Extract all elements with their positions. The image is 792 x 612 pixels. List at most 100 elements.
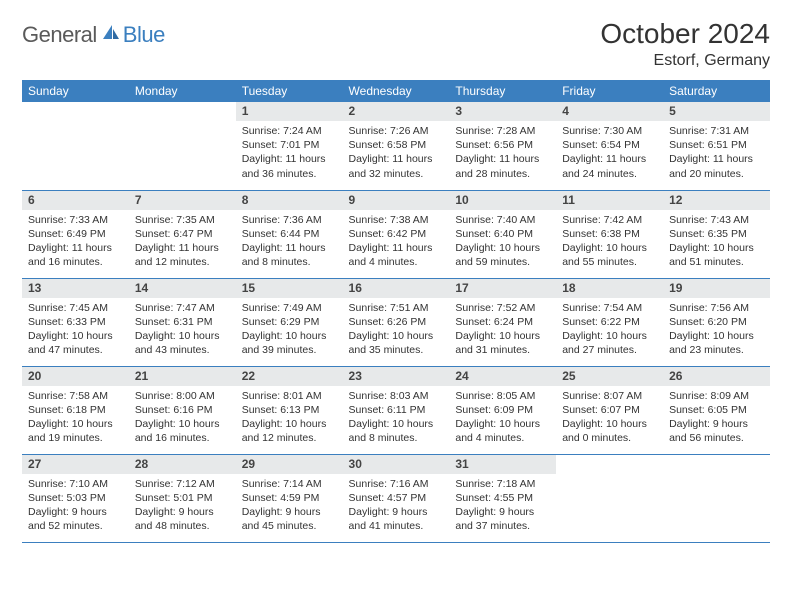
day-body: Sunrise: 8:03 AMSunset: 6:11 PMDaylight:…: [343, 386, 450, 450]
calendar-day-cell: 21Sunrise: 8:00 AMSunset: 6:16 PMDayligh…: [129, 366, 236, 454]
sunset-text: Sunset: 6:05 PM: [669, 403, 764, 417]
logo: General Blue: [22, 22, 165, 48]
calendar-day-cell: 22Sunrise: 8:01 AMSunset: 6:13 PMDayligh…: [236, 366, 343, 454]
weekday-header: Sunday: [22, 80, 129, 102]
daylight-text: Daylight: 10 hours and 27 minutes.: [562, 329, 657, 357]
day-number: 29: [236, 455, 343, 474]
day-number: 26: [663, 367, 770, 386]
sunrise-text: Sunrise: 8:09 AM: [669, 389, 764, 403]
daylight-text: Daylight: 11 hours and 32 minutes.: [349, 152, 444, 180]
sunrise-text: Sunrise: 7:45 AM: [28, 301, 123, 315]
sunrise-text: Sunrise: 7:36 AM: [242, 213, 337, 227]
day-number: 3: [449, 102, 556, 121]
daylight-text: Daylight: 10 hours and 23 minutes.: [669, 329, 764, 357]
sunset-text: Sunset: 6:44 PM: [242, 227, 337, 241]
daylight-text: Daylight: 10 hours and 59 minutes.: [455, 241, 550, 269]
calendar-day-cell: 24Sunrise: 8:05 AMSunset: 6:09 PMDayligh…: [449, 366, 556, 454]
calendar-week-row: 1Sunrise: 7:24 AMSunset: 7:01 PMDaylight…: [22, 102, 770, 190]
sunset-text: Sunset: 6:20 PM: [669, 315, 764, 329]
sunset-text: Sunset: 6:33 PM: [28, 315, 123, 329]
calendar-page: General Blue October 2024 Estorf, German…: [0, 0, 792, 612]
logo-sail-icon: [101, 23, 121, 46]
day-number: 19: [663, 279, 770, 298]
calendar-day-cell: 5Sunrise: 7:31 AMSunset: 6:51 PMDaylight…: [663, 102, 770, 190]
calendar-week-row: 27Sunrise: 7:10 AMSunset: 5:03 PMDayligh…: [22, 454, 770, 542]
day-number: 8: [236, 191, 343, 210]
daylight-text: Daylight: 10 hours and 51 minutes.: [669, 241, 764, 269]
calendar-day-cell: 16Sunrise: 7:51 AMSunset: 6:26 PMDayligh…: [343, 278, 450, 366]
sunset-text: Sunset: 6:13 PM: [242, 403, 337, 417]
weekday-header: Saturday: [663, 80, 770, 102]
daylight-text: Daylight: 10 hours and 16 minutes.: [135, 417, 230, 445]
calendar-day-cell: 26Sunrise: 8:09 AMSunset: 6:05 PMDayligh…: [663, 366, 770, 454]
day-number: 24: [449, 367, 556, 386]
sunset-text: Sunset: 4:59 PM: [242, 491, 337, 505]
daylight-text: Daylight: 11 hours and 4 minutes.: [349, 241, 444, 269]
sunrise-text: Sunrise: 7:26 AM: [349, 124, 444, 138]
day-number: 11: [556, 191, 663, 210]
sunset-text: Sunset: 6:54 PM: [562, 138, 657, 152]
day-body: Sunrise: 7:51 AMSunset: 6:26 PMDaylight:…: [343, 298, 450, 362]
calendar-day-cell: 13 Sunrise: 7:45 AMSunset: 6:33 PMDayligh…: [22, 278, 129, 366]
sunset-text: Sunset: 4:55 PM: [455, 491, 550, 505]
day-body: Sunrise: 7:18 AMSunset: 4:55 PMDaylight:…: [449, 474, 556, 538]
calendar-day-cell: 2Sunrise: 7:26 AMSunset: 6:58 PMDaylight…: [343, 102, 450, 190]
calendar-day-cell: 4Sunrise: 7:30 AMSunset: 6:54 PMDaylight…: [556, 102, 663, 190]
calendar-day-cell: [663, 454, 770, 542]
day-body: Sunrise: 7:38 AMSunset: 6:42 PMDaylight:…: [343, 210, 450, 274]
calendar-day-cell: 31Sunrise: 7:18 AMSunset: 4:55 PMDayligh…: [449, 454, 556, 542]
sunset-text: Sunset: 6:35 PM: [669, 227, 764, 241]
location-label: Estorf, Germany: [600, 52, 770, 70]
calendar-day-cell: 19Sunrise: 7:56 AMSunset: 6:20 PMDayligh…: [663, 278, 770, 366]
daylight-text: Daylight: 11 hours and 20 minutes.: [669, 152, 764, 180]
calendar-day-cell: 28Sunrise: 7:12 AMSunset: 5:01 PMDayligh…: [129, 454, 236, 542]
calendar-day-cell: 25Sunrise: 8:07 AMSunset: 6:07 PMDayligh…: [556, 366, 663, 454]
daylight-text: Daylight: 10 hours and 43 minutes.: [135, 329, 230, 357]
day-number: 13: [22, 279, 129, 298]
calendar-week-row: 13Sunrise: 7:45 AMSunset: 6:33 PMDayligh…: [22, 278, 770, 366]
sunrise-text: Sunrise: 7:58 AM: [28, 389, 123, 403]
day-number: 28: [129, 455, 236, 474]
day-number: 1: [236, 102, 343, 121]
sunrise-text: Sunrise: 7:35 AM: [135, 213, 230, 227]
sunset-text: Sunset: 6:07 PM: [562, 403, 657, 417]
day-body: Sunrise: 7:52 AMSunset: 6:24 PMDaylight:…: [449, 298, 556, 362]
calendar-day-cell: 17Sunrise: 7:52 AMSunset: 6:24 PMDayligh…: [449, 278, 556, 366]
day-body: Sunrise: 8:00 AMSunset: 6:16 PMDaylight:…: [129, 386, 236, 450]
day-body: Sunrise: 7:35 AMSunset: 6:47 PMDaylight:…: [129, 210, 236, 274]
sunset-text: Sunset: 6:11 PM: [349, 403, 444, 417]
daylight-text: Daylight: 10 hours and 12 minutes.: [242, 417, 337, 445]
day-number: 23: [343, 367, 450, 386]
sunrise-text: Sunrise: 7:28 AM: [455, 124, 550, 138]
sunrise-text: Sunrise: 7:38 AM: [349, 213, 444, 227]
daylight-text: Daylight: 11 hours and 28 minutes.: [455, 152, 550, 180]
daylight-text: Daylight: 9 hours and 41 minutes.: [349, 505, 444, 533]
daylight-text: Daylight: 11 hours and 12 minutes.: [135, 241, 230, 269]
calendar-day-cell: [556, 454, 663, 542]
day-body: Sunrise: 7:47 AMSunset: 6:31 PMDaylight:…: [129, 298, 236, 362]
daylight-text: Daylight: 9 hours and 52 minutes.: [28, 505, 123, 533]
calendar-day-cell: [22, 102, 129, 190]
sunset-text: Sunset: 6:56 PM: [455, 138, 550, 152]
sunset-text: Sunset: 6:38 PM: [562, 227, 657, 241]
calendar-day-cell: 23Sunrise: 8:03 AMSunset: 6:11 PMDayligh…: [343, 366, 450, 454]
daylight-text: Daylight: 10 hours and 39 minutes.: [242, 329, 337, 357]
sunrise-text: Sunrise: 7:49 AM: [242, 301, 337, 315]
day-number: 31: [449, 455, 556, 474]
daylight-text: Daylight: 10 hours and 8 minutes.: [349, 417, 444, 445]
sunrise-text: Sunrise: 7:33 AM: [28, 213, 123, 227]
day-number: 27: [22, 455, 129, 474]
daylight-text: Daylight: 10 hours and 47 minutes.: [28, 329, 123, 357]
day-body: Sunrise: 7:10 AMSunset: 5:03 PMDaylight:…: [22, 474, 129, 538]
sunrise-text: Sunrise: 7:47 AM: [135, 301, 230, 315]
day-body: Sunrise: 7:28 AMSunset: 6:56 PMDaylight:…: [449, 121, 556, 185]
daylight-text: Daylight: 10 hours and 35 minutes.: [349, 329, 444, 357]
calendar-day-cell: 6Sunrise: 7:33 AMSunset: 6:49 PMDaylight…: [22, 190, 129, 278]
calendar-day-cell: 7Sunrise: 7:35 AMSunset: 6:47 PMDaylight…: [129, 190, 236, 278]
sunrise-text: Sunrise: 7:16 AM: [349, 477, 444, 491]
calendar-day-cell: 29Sunrise: 7:14 AMSunset: 4:59 PMDayligh…: [236, 454, 343, 542]
day-body: Sunrise: 7:58 AMSunset: 6:18 PMDaylight:…: [22, 386, 129, 450]
calendar-day-cell: [129, 102, 236, 190]
day-body: Sunrise: 7:12 AMSunset: 5:01 PMDaylight:…: [129, 474, 236, 538]
day-body: Sunrise: 8:05 AMSunset: 6:09 PMDaylight:…: [449, 386, 556, 450]
